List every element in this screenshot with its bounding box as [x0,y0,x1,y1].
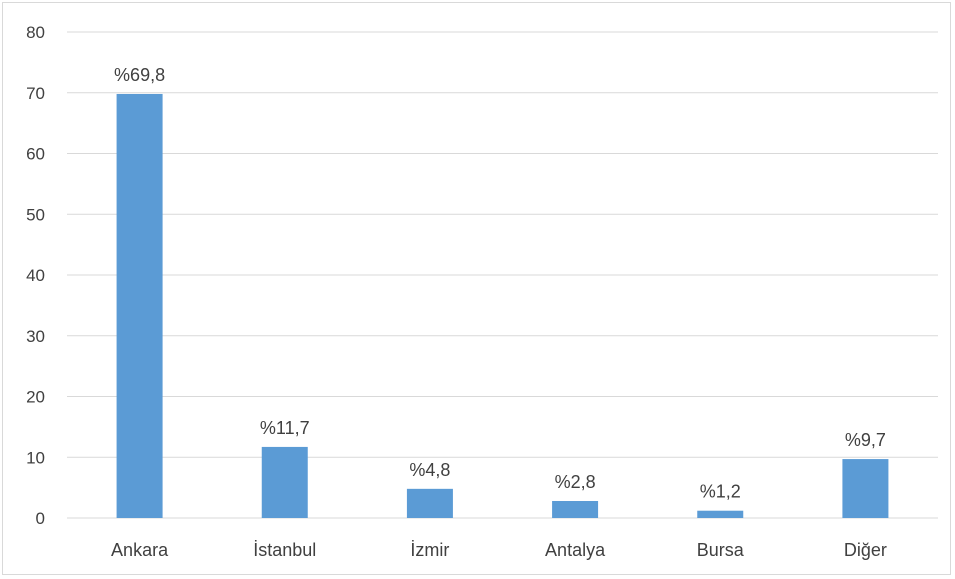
y-axis-tick-labels: 0 10 20 30 40 50 60 70 80 [26,23,45,528]
bar-6 [842,459,889,518]
x-category-label: Diğer [844,540,887,560]
bar-4 [552,500,599,518]
y-tick-label: 0 [36,509,45,528]
data-label: %2,8 [555,472,596,492]
bar-1 [116,93,163,518]
y-tick-label: 30 [26,327,45,346]
y-tick-label: 40 [26,266,45,285]
x-category-label: İzmir [410,540,449,560]
y-tick-label: 10 [26,448,45,467]
y-tick-label: 50 [26,205,45,224]
bar-5 [697,510,744,518]
data-label: %9,7 [845,430,886,450]
data-labels: %69,8 %11,7 %4,8 %2,8 %1,2 %9,7 [114,65,886,502]
x-category-label: Bursa [697,540,745,560]
data-label: %11,7 [260,418,310,438]
y-tick-label: 80 [26,23,45,42]
data-label: %4,8 [409,460,450,480]
x-category-label: Ankara [111,540,169,560]
bars [116,93,889,518]
data-label: %1,2 [700,482,741,502]
x-category-label: Antalya [545,540,606,560]
bar-3 [406,488,453,518]
y-tick-label: 60 [26,145,45,164]
data-label: %69,8 [114,65,165,85]
y-tick-label: 20 [26,388,45,407]
x-category-label: İstanbul [253,540,316,560]
y-tick-label: 70 [26,84,45,103]
gridlines [67,31,938,519]
bar-2 [261,446,308,518]
x-axis-category-labels: Ankara İstanbul İzmir Antalya Bursa Diğer [111,540,887,560]
